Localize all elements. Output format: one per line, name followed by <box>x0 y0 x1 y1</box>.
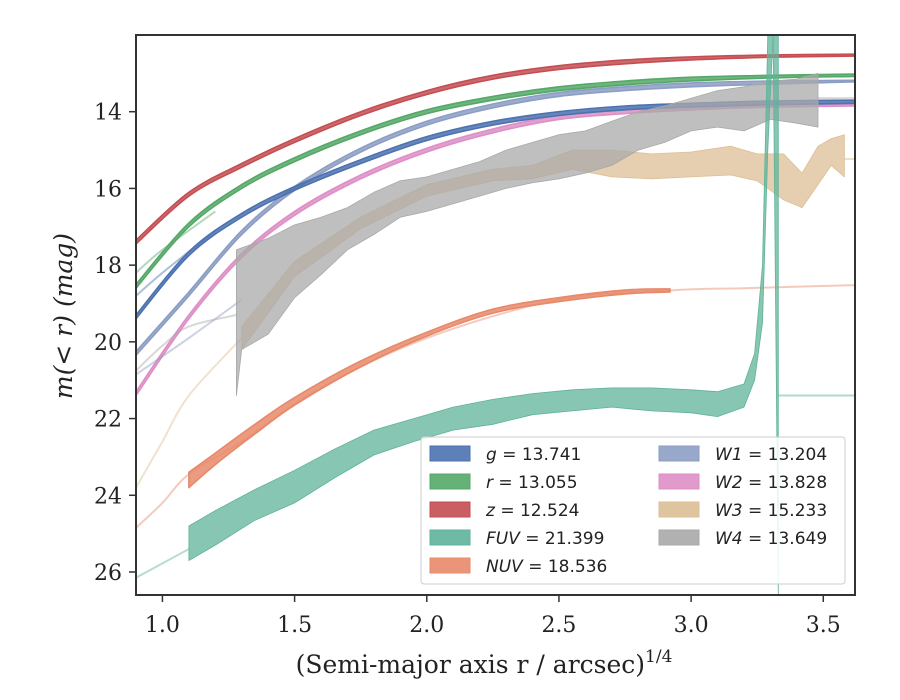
legend-item-r: r = 13.055 <box>429 473 578 493</box>
series-r-extrapolation <box>136 210 216 274</box>
legend-swatch <box>658 529 700 546</box>
y-tick-label: 18 <box>94 254 122 279</box>
legend-item-z: z = 12.524 <box>429 501 579 521</box>
series-w1-band <box>136 79 855 357</box>
legend-swatch <box>658 473 700 490</box>
x-tick-label: 1.0 <box>145 613 180 638</box>
legend: g = 13.741 r = 13.055 z = 12.524 FUV = 21.3… <box>420 436 846 585</box>
legend-swatch <box>429 473 471 490</box>
legend-item-fuv: FUV = 21.399 <box>429 529 604 549</box>
legend-item-g: g = 13.741 <box>429 445 581 465</box>
series-w4-band <box>236 73 819 396</box>
series-w4 <box>136 73 855 396</box>
x-tick-label: 1.5 <box>277 613 312 638</box>
y-axis: 14 16 18 20 22 24 26 <box>94 101 136 586</box>
y-axis-label: m(< r) (mag) <box>49 233 78 399</box>
legend-item-w4: W4 = 13.649 <box>658 529 827 549</box>
y-tick-label: 16 <box>94 177 122 202</box>
series-fuv <box>136 35 855 595</box>
x-axis: 1.0 1.5 2.0 2.5 3.0 3.5 <box>145 595 841 638</box>
series-fuv-band <box>188 35 779 595</box>
legend-swatch <box>429 501 471 518</box>
series-layer <box>136 35 855 595</box>
legend-swatch <box>429 557 471 574</box>
y-tick-label: 22 <box>94 408 122 433</box>
x-tick-label: 2.5 <box>541 613 576 638</box>
x-axis-label-superscript: 1/4 <box>645 647 672 667</box>
series-w2 <box>136 103 855 397</box>
legend-item-w3: W3 = 15.233 <box>658 501 827 521</box>
series-w4-extrapolation <box>136 314 237 372</box>
legend-label: z = 12.524 <box>485 501 579 521</box>
legend-label: NUV = 18.536 <box>486 557 607 577</box>
legend-swatch <box>429 529 471 546</box>
legend-label: FUV = 21.399 <box>486 529 604 549</box>
legend-label: W1 = 13.204 <box>715 445 827 465</box>
x-tick-label: 3.0 <box>674 613 709 638</box>
series-nuv-band <box>188 288 671 489</box>
series-z-band <box>136 53 855 245</box>
x-axis-label: (Semi-major axis r / arcsec)1/4 <box>296 647 673 679</box>
plot-frame <box>135 34 856 596</box>
series-w1 <box>136 79 855 376</box>
x-tick-label: 2.0 <box>409 613 444 638</box>
series-g-band <box>136 99 855 320</box>
series-r <box>136 73 855 289</box>
y-tick-label: 26 <box>94 561 122 586</box>
legend-label: g = 13.741 <box>486 445 581 465</box>
x-tick-label: 3.5 <box>806 613 841 638</box>
series-r-band <box>136 73 855 289</box>
y-tick-label: 14 <box>94 101 122 126</box>
series-g <box>136 99 855 320</box>
legend-item-w2: W2 = 13.828 <box>658 473 827 493</box>
series-nuv-extrapolation <box>136 284 855 529</box>
series-w1-extrapolation <box>136 298 243 376</box>
legend-swatch <box>658 445 700 462</box>
series-w3-extrapolation <box>136 337 243 489</box>
legend-label: r = 13.055 <box>486 473 578 493</box>
legend-label: W4 = 13.649 <box>715 529 827 549</box>
y-tick-label: 24 <box>94 484 122 509</box>
legend-label: W2 = 13.828 <box>715 473 827 493</box>
y-tick-label: 20 <box>94 331 122 356</box>
legend-item-w1: W1 = 13.204 <box>658 445 827 465</box>
legend-swatch <box>429 445 471 462</box>
legend-swatch <box>658 501 700 518</box>
series-nuv <box>136 284 855 529</box>
series-fuv-extrapolation <box>136 548 190 579</box>
series-z <box>136 53 855 245</box>
legend-frame <box>420 436 846 585</box>
legend-item-nuv: NUV = 18.536 <box>429 557 607 577</box>
legend-label: W3 = 15.233 <box>715 501 827 521</box>
series-w2-band <box>136 103 855 397</box>
